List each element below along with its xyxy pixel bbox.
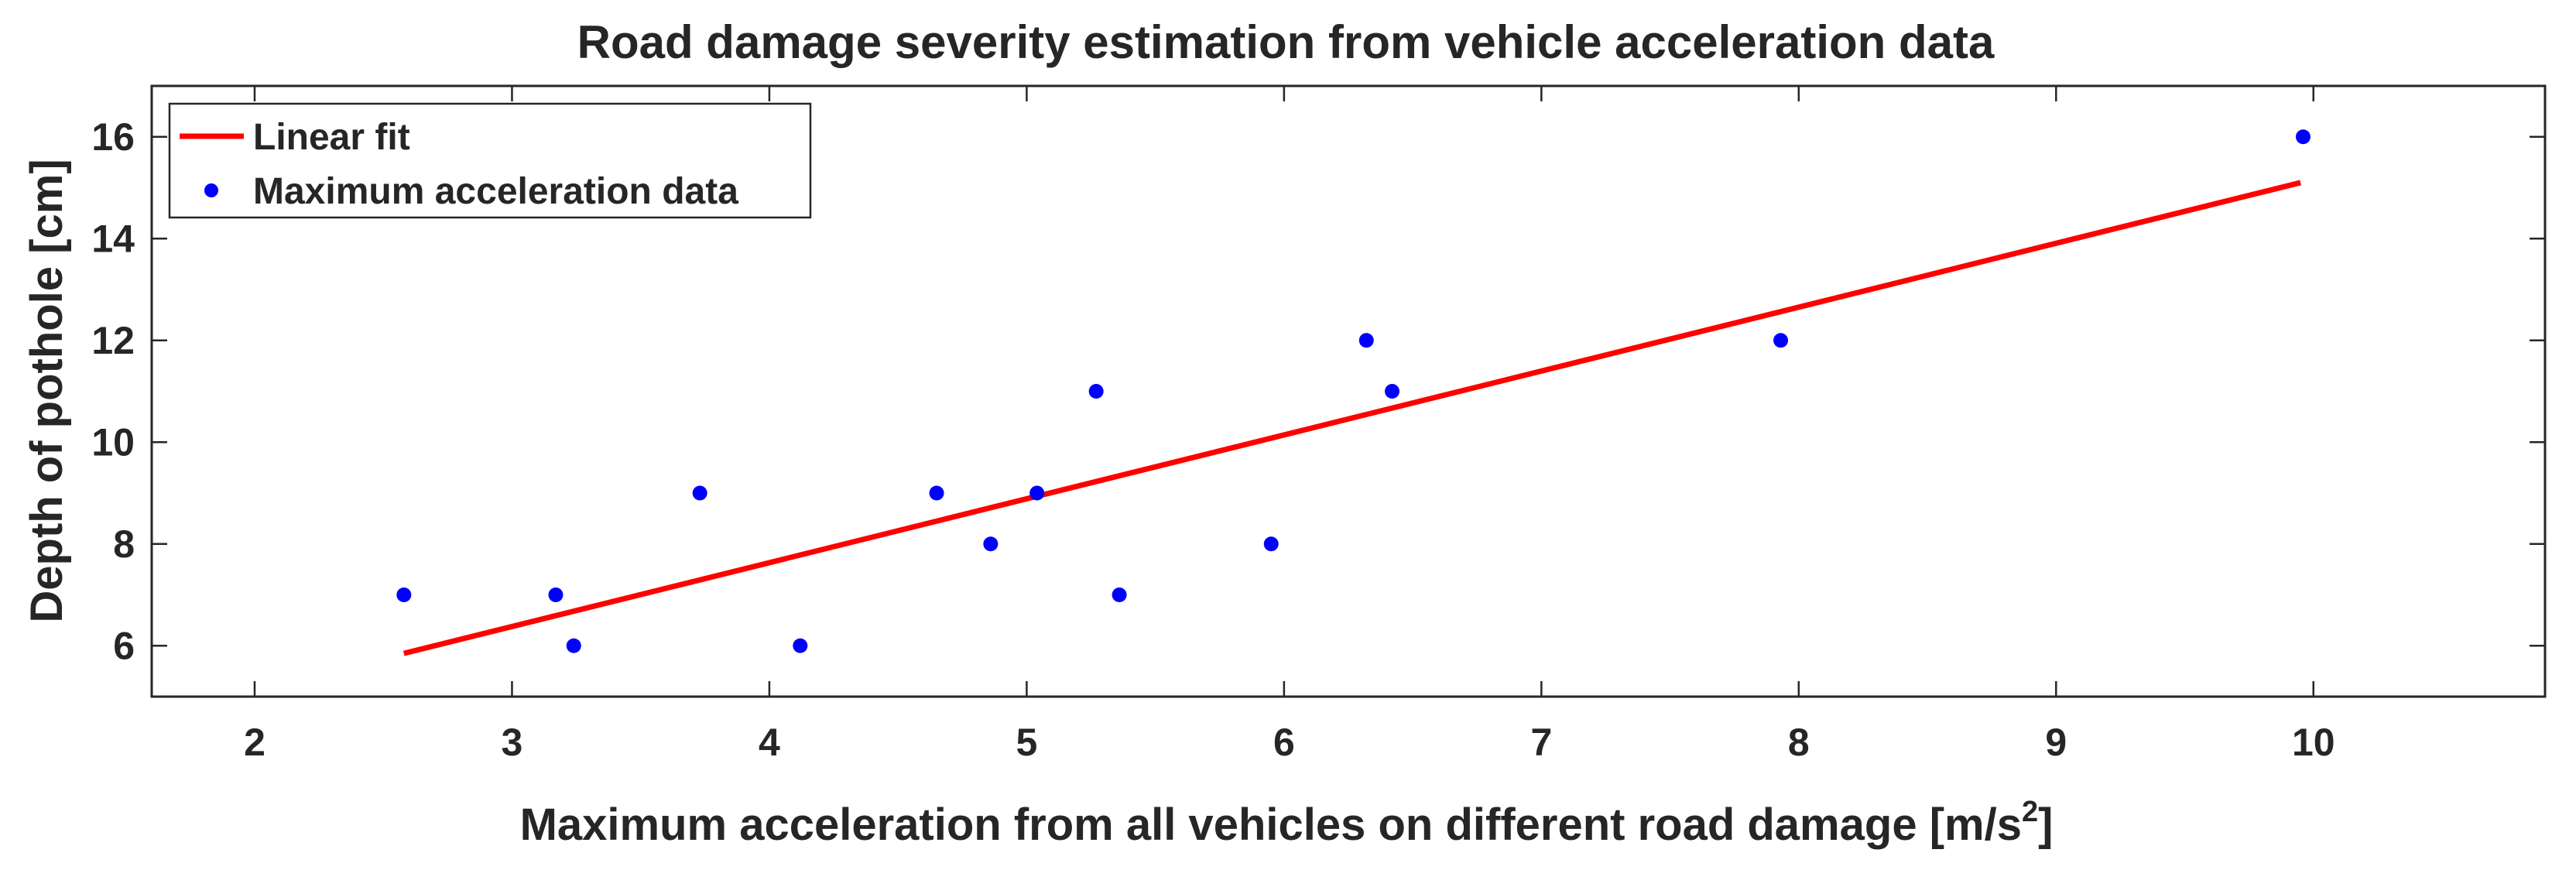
x-tick-label: 9 [2045, 721, 2067, 764]
legend-label-linear-fit: Linear fit [253, 117, 410, 158]
x-axis-title-suffix: ] [2038, 800, 2053, 850]
linear-fit-line [402, 180, 2301, 656]
data-point [793, 638, 808, 653]
data-point [929, 485, 944, 501]
data-point [2295, 129, 2311, 145]
legend-marker-swatch [204, 183, 218, 197]
x-tick-label: 3 [502, 721, 523, 764]
x-tick-label: 10 [2292, 721, 2335, 764]
x-tick-label: 4 [759, 721, 780, 764]
data-series [396, 129, 2311, 656]
x-axis-title-text: Maximum acceleration from all vehicles o… [520, 800, 2022, 850]
data-point [1773, 333, 1789, 348]
data-point [1385, 384, 1400, 399]
x-axis-title: Maximum acceleration from all vehicles o… [520, 796, 2054, 850]
x-tick-label: 7 [1530, 721, 1552, 764]
data-point [692, 485, 707, 501]
legend-label-acceleration-data: Maximum acceleration data [253, 171, 738, 212]
data-point [983, 536, 999, 552]
legend-box [168, 102, 812, 219]
y-axis-title: Depth of pothole [cm] [22, 159, 72, 622]
data-point [1088, 384, 1104, 399]
x-tick-labels: 2 3 4 5 6 7 8 9 10 [244, 721, 2335, 764]
data-point [1029, 485, 1045, 501]
x-tick-label: 2 [244, 721, 265, 764]
x-tick-label: 6 [1273, 721, 1295, 764]
data-point [566, 638, 581, 653]
y-tick-label: 10 [91, 420, 135, 464]
y-tick-label: 14 [91, 217, 135, 260]
data-point [548, 587, 564, 602]
y-tick-labels: 6 8 10 12 14 16 [91, 115, 135, 668]
y-tick-label: 8 [113, 522, 135, 566]
data-point [396, 587, 412, 602]
axis-ticks [152, 86, 2545, 697]
data-point [1112, 587, 1127, 602]
y-tick-label: 12 [91, 319, 135, 362]
data-point [1263, 536, 1279, 552]
y-tick-label: 6 [113, 624, 135, 667]
x-axis-title-superscript: 2 [2022, 796, 2038, 828]
x-tick-label: 8 [1788, 721, 1810, 764]
chart-title: Road damage severity estimation from veh… [577, 16, 1995, 68]
legend: Linear fit Maximum acceleration data [168, 102, 812, 219]
y-tick-label: 16 [91, 115, 135, 159]
data-point [1358, 333, 1374, 348]
x-tick-label: 5 [1016, 721, 1038, 764]
